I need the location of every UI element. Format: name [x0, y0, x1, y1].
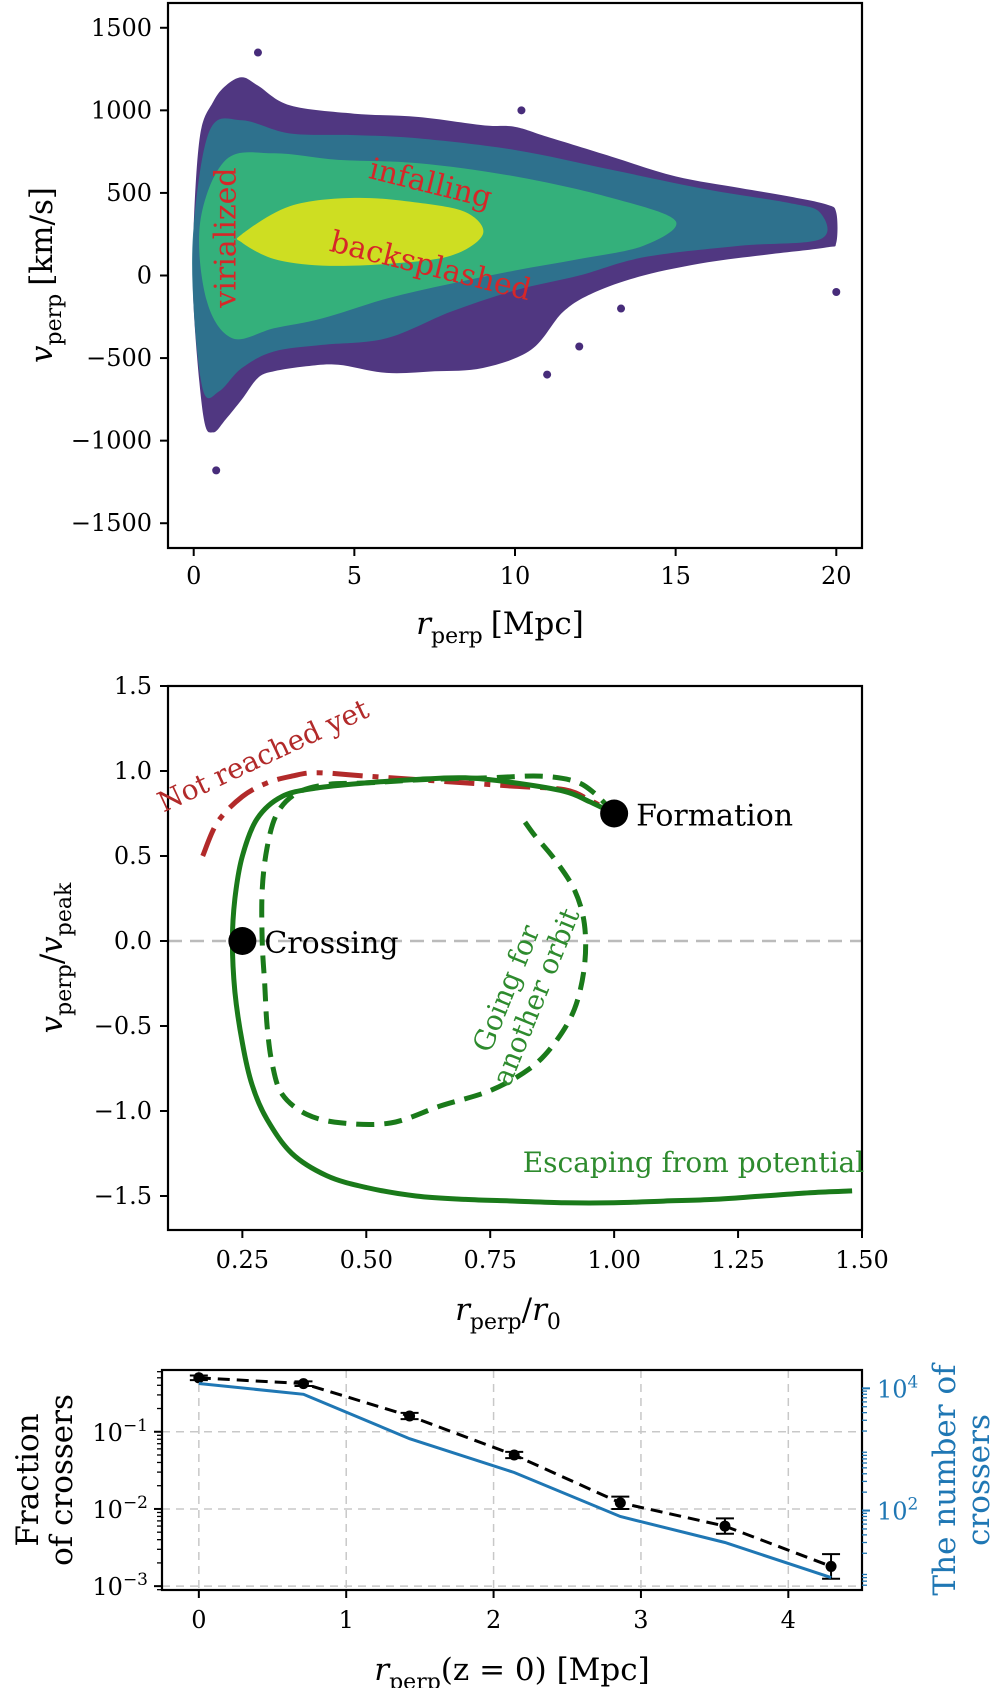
- fraction-point: [508, 1449, 520, 1461]
- outlier-point: [575, 342, 584, 351]
- y-tick-label: 10−1: [92, 1416, 148, 1447]
- x-tick-label: 5: [347, 562, 362, 590]
- panel-bottom-crossers: 0 1 2 3 4 10−1 10−2 10−3 104 102 rperp(z = 0) [Mp…: [10, 1362, 997, 1688]
- density-region-core: [236, 197, 484, 266]
- number-line: [198, 1382, 832, 1580]
- y-tick-label: −1500: [71, 509, 152, 537]
- x-tick-label: 0: [186, 562, 201, 590]
- outlier-point: [517, 106, 526, 115]
- x-tick-label: 0: [191, 1606, 206, 1634]
- x-tick-label: 0.50: [340, 1246, 393, 1274]
- trajectory-lines: [200, 770, 853, 1206]
- x-tick-label: 0.75: [463, 1246, 516, 1274]
- y-tick-label: −1000: [71, 427, 152, 455]
- x-tick-label: 1: [339, 1606, 354, 1634]
- y-tick-label: −0.5: [94, 1012, 152, 1040]
- x-tick-label: 1.00: [587, 1246, 640, 1274]
- outlier-point: [832, 288, 841, 297]
- bottom-y-label-line2: of crossers: [44, 1394, 80, 1566]
- outlier-point: [617, 304, 626, 313]
- x-tick-label: 4: [781, 1606, 796, 1634]
- bottom-ticks: 0 1 2 3 4 10−1 10−2 10−3 104 102: [92, 1371, 918, 1634]
- y-tick-label: −1.5: [94, 1182, 152, 1210]
- annotation-Escaping from potential: Escaping from potential: [523, 1146, 865, 1179]
- marker-formation: [600, 799, 629, 828]
- right-tick-label: 102: [877, 1495, 918, 1526]
- x-tick-label: 20: [821, 562, 852, 590]
- x-tick-label: 1.25: [711, 1246, 764, 1274]
- bottom-right-y-label-line2: crossers: [961, 1414, 997, 1546]
- right-tick-label: 104: [877, 1372, 918, 1403]
- marker-label: Formation: [636, 799, 793, 834]
- middle-y-label: vperp/vpeak: [34, 882, 77, 1033]
- y-tick-label: 1.5: [114, 672, 152, 700]
- y-tick-label: 1500: [91, 14, 152, 42]
- top-x-label: rperp [Mpc]: [416, 606, 584, 649]
- y-tick-label: 0.5: [114, 842, 152, 870]
- annotation-virialized: virialized: [208, 167, 243, 308]
- outlier-point: [212, 466, 221, 475]
- outlier-points: [212, 48, 841, 475]
- x-tick-label: 1.50: [835, 1246, 888, 1274]
- panel-middle-phase: Formation Crossing 0.25 0.50 0.75 1.00 1.25 1.…: [34, 672, 889, 1335]
- fraction-point: [193, 1372, 205, 1384]
- outlier-point: [253, 48, 262, 57]
- fraction-point: [719, 1520, 731, 1532]
- x-tick-label: 15: [660, 562, 691, 590]
- trajectory-markers: Formation Crossing: [228, 799, 793, 961]
- series-line: [200, 770, 616, 858]
- middle-ticks: 0.25 0.50 0.75 1.00 1.25 1.50 1.5 1.0 0.5 0.0 −0.5…: [94, 672, 889, 1274]
- fraction-point: [614, 1497, 626, 1509]
- y-tick-label: −1.0: [94, 1097, 152, 1125]
- marker-label: Crossing: [264, 926, 398, 961]
- y-tick-label: 0: [137, 262, 152, 290]
- y-tick-label: 1.0: [114, 757, 152, 785]
- series-line: [259, 773, 616, 1127]
- bottom-right-y-label-line1: The number of: [927, 1362, 963, 1596]
- bottom-lines: [189, 1372, 841, 1580]
- axes-frame-bottom: [160, 1368, 864, 1592]
- middle-x-label: rperp/r0: [455, 1292, 561, 1335]
- fraction-point: [297, 1378, 309, 1390]
- fraction-point: [825, 1560, 837, 1572]
- bottom-x-label: rperp(z = 0) [Mpc]: [374, 1652, 649, 1688]
- bottom-y-label-line1: Fraction: [10, 1413, 46, 1546]
- density-layer: [192, 77, 838, 433]
- marker-crossing: [228, 927, 257, 955]
- x-tick-label: 0.25: [216, 1246, 269, 1274]
- fraction-point: [404, 1410, 416, 1422]
- y-tick-label: 500: [106, 179, 152, 207]
- outlier-point: [543, 370, 552, 379]
- y-tick-label: 10−2: [92, 1493, 148, 1524]
- y-tick-label: 0.0: [114, 927, 152, 955]
- y-tick-label: 10−3: [92, 1570, 148, 1601]
- axes-frame-middle: [166, 684, 864, 1232]
- x-tick-label: 10: [500, 562, 531, 590]
- y-tick-label: −500: [86, 344, 152, 372]
- top-y-label: vperp[km/s]: [24, 187, 67, 363]
- x-tick-label: 3: [633, 1606, 648, 1634]
- x-tick-label: 2: [486, 1606, 501, 1634]
- annotation-Not reached yet: Not reached yet: [152, 692, 374, 819]
- y-tick-label: 1000: [91, 96, 152, 124]
- top-ticks: 0 5 10 15 20 1500 1000 500 0 −500 −1000 −1500: [71, 14, 852, 590]
- bottom-grid: [162, 1370, 862, 1590]
